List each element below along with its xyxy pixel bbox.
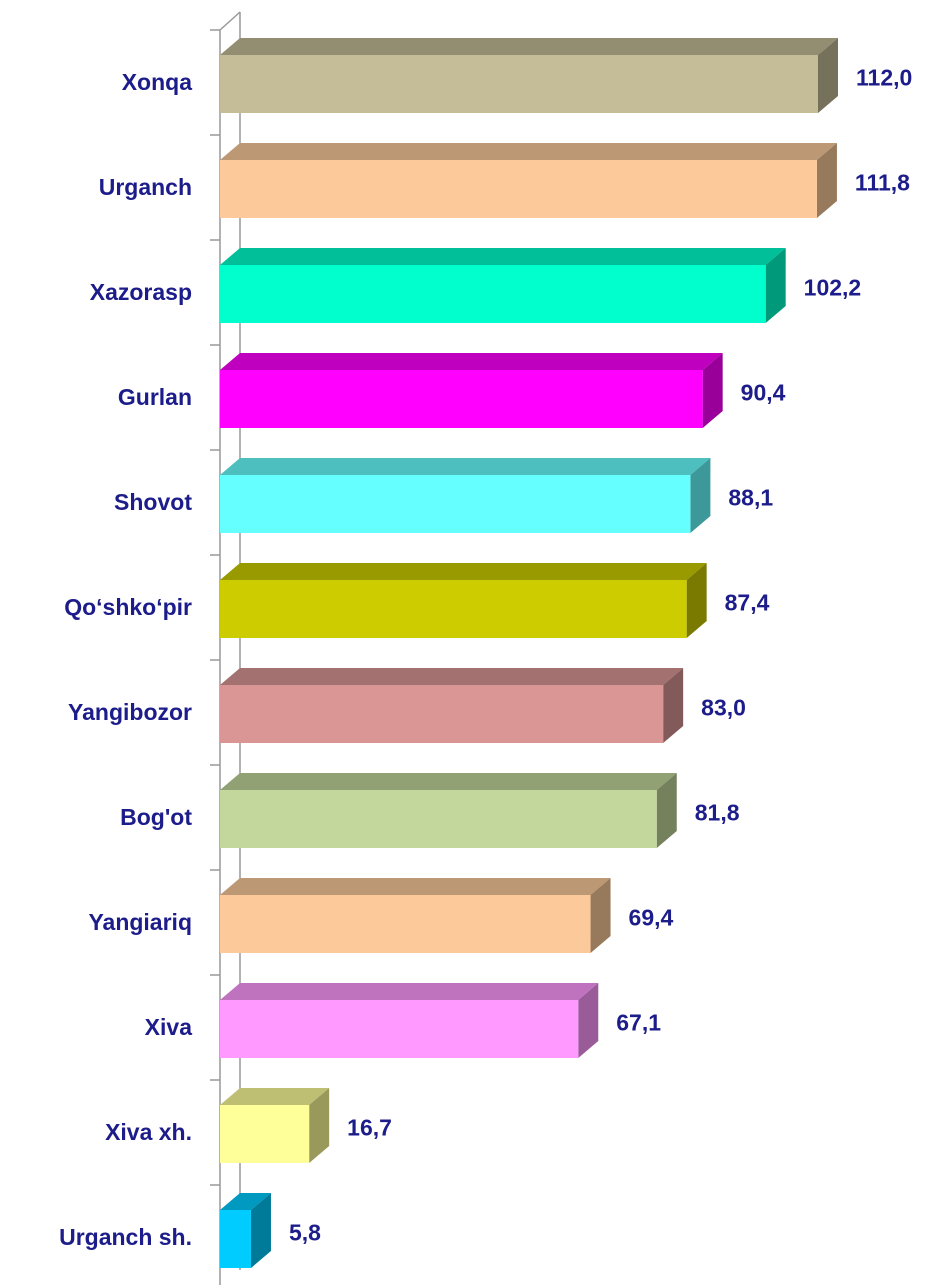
value-label: 67,1 <box>616 1010 661 1036</box>
bar-top <box>220 668 684 685</box>
category-label: Xonqa <box>122 69 192 95</box>
bar-top <box>220 1088 330 1105</box>
value-label: 112,0 <box>856 65 912 91</box>
bar-top <box>220 878 611 895</box>
bar-side <box>690 458 711 533</box>
bar <box>220 475 691 533</box>
bar-side <box>818 38 838 113</box>
category-label: Urganch sh. <box>59 1224 192 1250</box>
value-label: 5,8 <box>289 1220 321 1246</box>
bar-top <box>220 143 837 160</box>
category-label: Urganch <box>99 174 192 200</box>
bar-side <box>590 878 611 953</box>
bar <box>220 580 687 638</box>
bar <box>220 685 664 743</box>
value-label: 90,4 <box>741 380 786 406</box>
category-label: Qo‘shko‘pir <box>64 594 192 620</box>
bar-side <box>656 773 677 848</box>
bar-top <box>220 773 677 790</box>
bar <box>220 1105 310 1163</box>
bar-top <box>220 353 723 370</box>
category-label: Bog'ot <box>120 804 192 830</box>
bar <box>220 790 657 848</box>
value-label: 69,4 <box>629 905 674 931</box>
bar-side <box>686 563 707 638</box>
bar <box>220 265 766 323</box>
bar <box>220 55 818 113</box>
category-label: Xazorasp <box>90 279 192 305</box>
bar-side <box>663 668 684 743</box>
bar-side <box>578 983 599 1058</box>
bar-top <box>220 248 786 265</box>
category-label: Yangibozor <box>68 699 192 725</box>
bar <box>220 370 703 428</box>
category-label: Xiva <box>145 1014 193 1040</box>
category-label: Xiva xh. <box>105 1119 192 1145</box>
axis-top <box>219 11 241 31</box>
bar-top <box>220 983 599 1000</box>
bar <box>220 895 591 953</box>
bar-side <box>702 353 723 428</box>
bar-side <box>309 1088 330 1163</box>
value-label: 83,0 <box>701 695 746 721</box>
bar-top <box>220 458 711 475</box>
bar-side <box>250 1193 271 1268</box>
category-label: Shovot <box>114 489 192 515</box>
value-label: 81,8 <box>695 800 740 826</box>
category-label: Yangiariq <box>88 909 192 935</box>
value-label: 102,2 <box>804 275 862 301</box>
bar-top <box>220 563 707 580</box>
bar-side <box>816 143 837 218</box>
axis <box>219 11 241 1285</box>
bar <box>220 1000 579 1058</box>
bar-side <box>765 248 786 323</box>
value-label: 88,1 <box>728 485 773 511</box>
category-label: Gurlan <box>118 384 192 410</box>
bar <box>220 1210 251 1268</box>
value-label: 111,8 <box>855 170 910 196</box>
bar-top <box>220 38 838 55</box>
bar-top <box>220 1193 271 1210</box>
value-label: 16,7 <box>347 1115 392 1141</box>
bar <box>220 160 817 218</box>
value-label: 87,4 <box>725 590 770 616</box>
